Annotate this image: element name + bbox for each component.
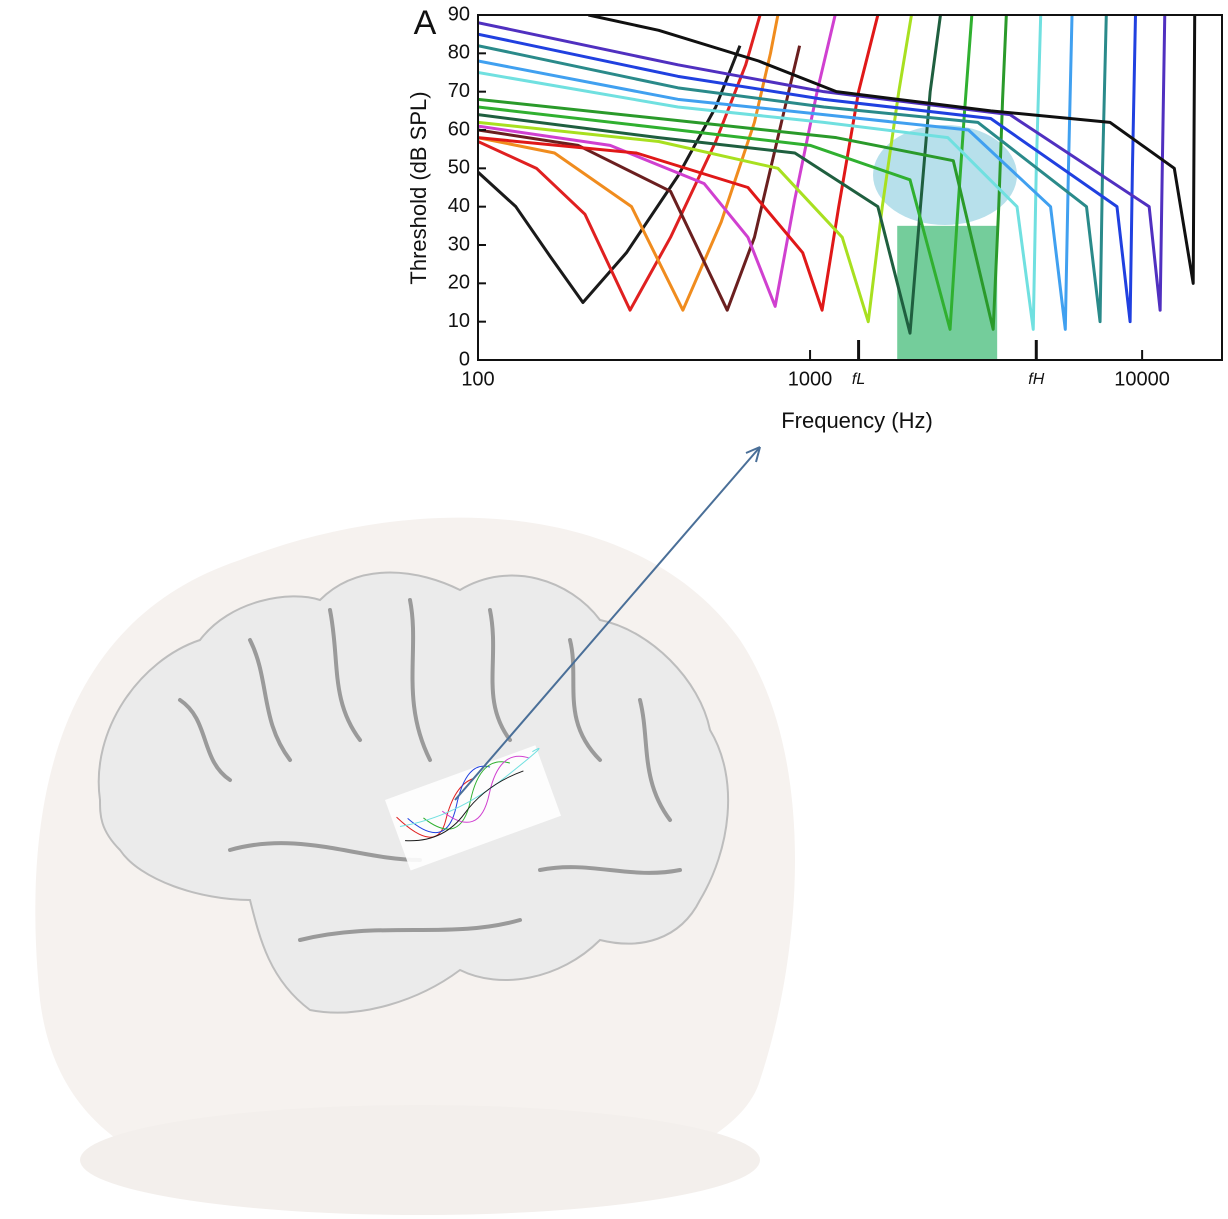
plot: [478, 15, 1197, 360]
tuning-curve: [478, 15, 1008, 331]
x-tick-label: 10000: [1114, 368, 1170, 390]
tuning-curve: [478, 15, 1074, 331]
tuning-curve: [478, 45, 802, 312]
tuning-curve: [478, 15, 762, 312]
tuning-curve: [478, 15, 1167, 312]
tuning-curve: [478, 15, 1043, 331]
tuning-curve: [478, 15, 913, 324]
tuning-curve: [478, 15, 1108, 324]
y-tick-label: 60: [448, 118, 470, 140]
y-tick-label: 0: [459, 348, 470, 370]
tuning-curve: [478, 45, 742, 304]
highlight-ellipse: [873, 125, 1017, 225]
x-tick-label: 100: [461, 368, 494, 390]
y-tick-label: 80: [448, 42, 470, 64]
x-tick-label: 1000: [788, 368, 833, 390]
plot-frame: [477, 14, 1223, 361]
y-tick-label: 90: [448, 3, 470, 25]
pointer-arrow: [454, 446, 761, 801]
y-tick-label: 20: [448, 272, 470, 294]
x-tick-label: fL: [852, 371, 865, 388]
y-axis-label: Threshold (dB SPL): [406, 91, 431, 284]
y-tick-label: 40: [448, 195, 470, 217]
y-tick-label: 10: [448, 310, 470, 332]
panel-label: A: [414, 4, 437, 42]
tuning-curve: [588, 15, 1197, 285]
y-tick-label: 30: [448, 233, 470, 255]
y-tick-label: 70: [448, 80, 470, 102]
x-axis-label: Frequency (Hz): [781, 408, 933, 433]
y-tick-label: 50: [448, 157, 470, 179]
brain-illustration: [97, 571, 730, 1014]
x-tick-label: fH: [1028, 371, 1044, 388]
